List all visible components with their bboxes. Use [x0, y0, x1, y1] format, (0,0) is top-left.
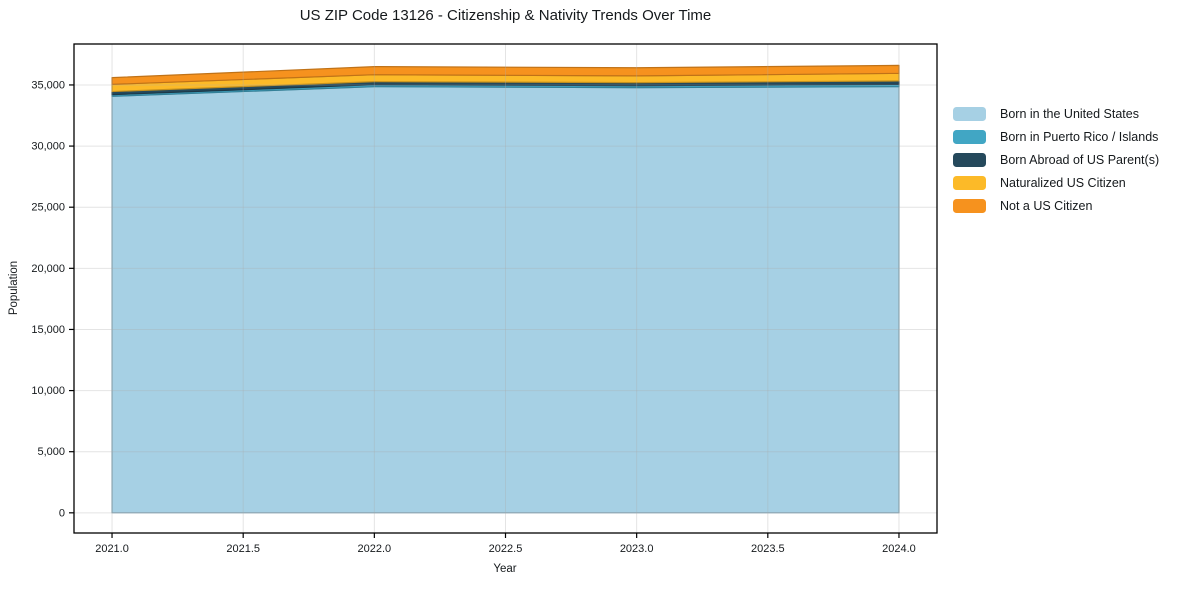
x-tick-label: 2024.0: [882, 543, 916, 555]
legend-item-naturalized-us-citizen: Naturalized US Citizen: [953, 176, 1159, 190]
y-tick-label: 20,000: [31, 263, 65, 275]
legend-swatch-1: [953, 130, 986, 144]
legend-item-born-in-the-united-states: Born in the United States: [953, 107, 1159, 121]
chart-title: US ZIP Code 13126 - Citizenship & Nativi…: [299, 7, 712, 24]
legend-swatch-4: [953, 199, 986, 213]
x-axis-title: Year: [493, 563, 517, 575]
x-tick-label: 2023.0: [620, 543, 654, 555]
y-tick-label: 15,000: [31, 324, 65, 336]
legend-item-not-a-us-citizen: Not a US Citizen: [953, 199, 1159, 213]
x-tick-label: 2022.0: [358, 543, 392, 555]
legend-swatch-3: [953, 176, 986, 190]
x-tick-label: 2023.5: [751, 543, 785, 555]
area-not-a-us-citizen: [111, 64, 900, 85]
legend: Born in the United States Born in Puerto …: [953, 107, 1159, 213]
legend-swatch-0: [953, 107, 986, 121]
x-tick-label: 2022.5: [489, 543, 523, 555]
y-tick-label: 35,000: [31, 79, 65, 91]
legend-label: Born in Puerto Rico / Islands: [1000, 130, 1159, 144]
x-tick-label: 2021.5: [226, 543, 260, 555]
y-tick-label: 10,000: [31, 385, 65, 397]
legend-label: Born in the United States: [1000, 107, 1139, 121]
x-tick-label: 2021.0: [95, 543, 129, 555]
y-tick-label: 0: [59, 507, 65, 519]
legend-label: Not a US Citizen: [1000, 199, 1093, 213]
legend-swatch-2: [953, 153, 986, 167]
legend-label: Naturalized US Citizen: [1000, 176, 1126, 190]
y-tick-label: 25,000: [31, 202, 65, 214]
legend-item-born-in-puerto-rico-islands: Born in Puerto Rico / Islands: [953, 130, 1159, 144]
y-tick-label: 5,000: [37, 446, 65, 458]
legend-item-born-abroad-of-us-parent-s: Born Abroad of US Parent(s): [953, 153, 1159, 167]
legend-label: Born Abroad of US Parent(s): [1000, 153, 1160, 167]
y-tick-label: 30,000: [31, 141, 65, 153]
